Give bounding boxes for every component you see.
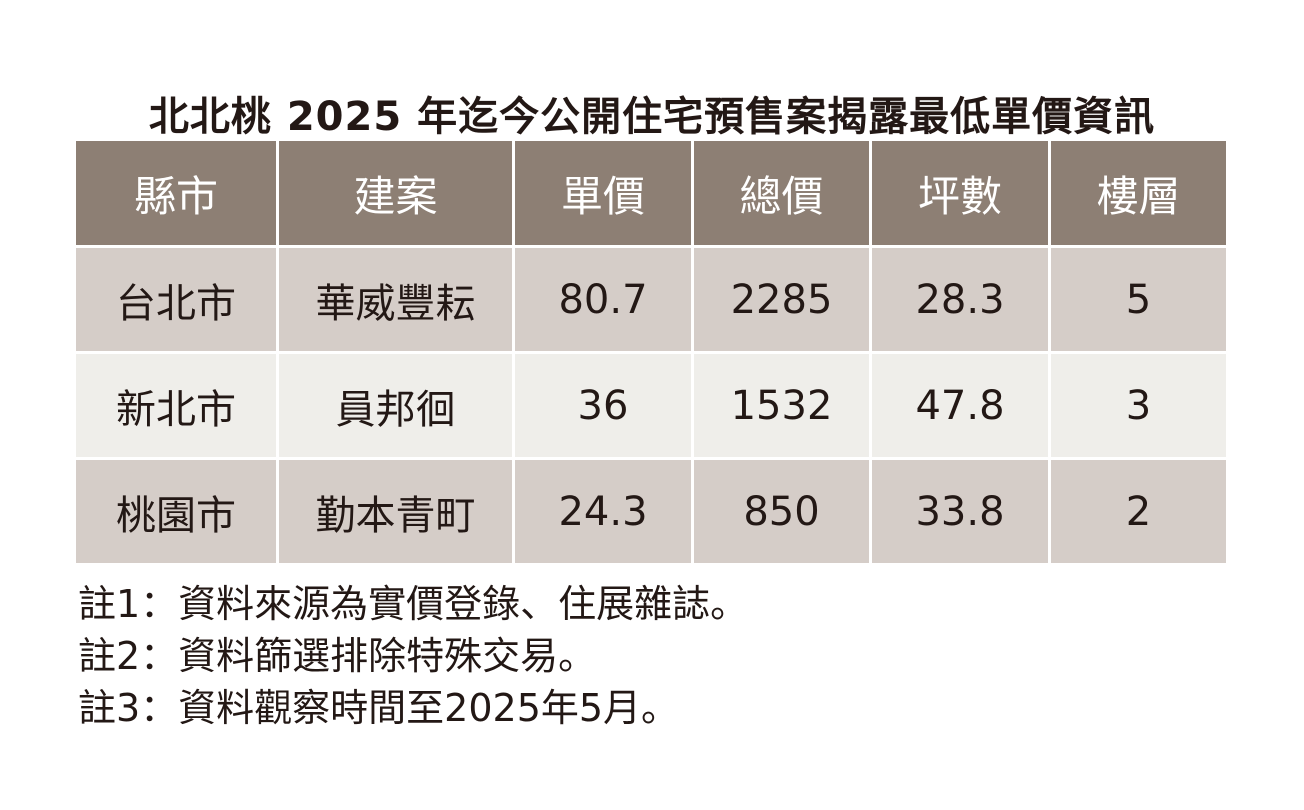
header-floor: 樓層 [1051,141,1226,245]
header-unit-price: 單價 [515,141,691,245]
cell-county: 新北市 [76,354,276,457]
table-row: 新北市 員邦徊 36 1532 47.8 3 [76,354,1226,457]
cell-unit-price: 36 [515,354,691,457]
table-header-row: 縣市 建案 單價 總價 坪數 樓層 [76,141,1226,245]
cell-project: 員邦徊 [279,354,512,457]
cell-unit-price: 24.3 [515,460,691,563]
header-area: 坪數 [872,141,1048,245]
cell-total-price: 2285 [694,248,869,351]
table-row: 台北市 華威豐耘 80.7 2285 28.3 5 [76,248,1226,351]
cell-floor: 3 [1051,354,1226,457]
price-table: 縣市 建案 單價 總價 坪數 樓層 台北市 華威豐耘 80.7 2285 28.… [73,138,1229,566]
notes: 註1：資料來源為實價登錄、住展雜誌。 註2：資料篩選排除特殊交易。 註3：資料觀… [78,578,748,734]
page-title: 北北桃 2025 年迄今公開住宅預售案揭露最低單價資訊 [148,94,1156,140]
table-row: 桃園市 勤本青町 24.3 850 33.8 2 [76,460,1226,563]
cell-floor: 5 [1051,248,1226,351]
note-3: 註3：資料觀察時間至2025年5月。 [78,686,680,730]
cell-project: 勤本青町 [279,460,512,563]
note-2: 註2：資料篩選排除特殊交易。 [78,634,597,678]
cell-floor: 2 [1051,460,1226,563]
cell-county: 桃園市 [76,460,276,563]
cell-area: 33.8 [872,460,1048,563]
cell-unit-price: 80.7 [515,248,691,351]
header-county: 縣市 [76,141,276,245]
cell-county: 台北市 [76,248,276,351]
cell-area: 47.8 [872,354,1048,457]
cell-project: 華威豐耘 [279,248,512,351]
cell-area: 28.3 [872,248,1048,351]
cell-total-price: 850 [694,460,869,563]
cell-total-price: 1532 [694,354,869,457]
note-1: 註1：資料來源為實價登錄、住展雜誌。 [78,582,749,626]
header-total-price: 總價 [694,141,869,245]
header-project: 建案 [279,141,512,245]
